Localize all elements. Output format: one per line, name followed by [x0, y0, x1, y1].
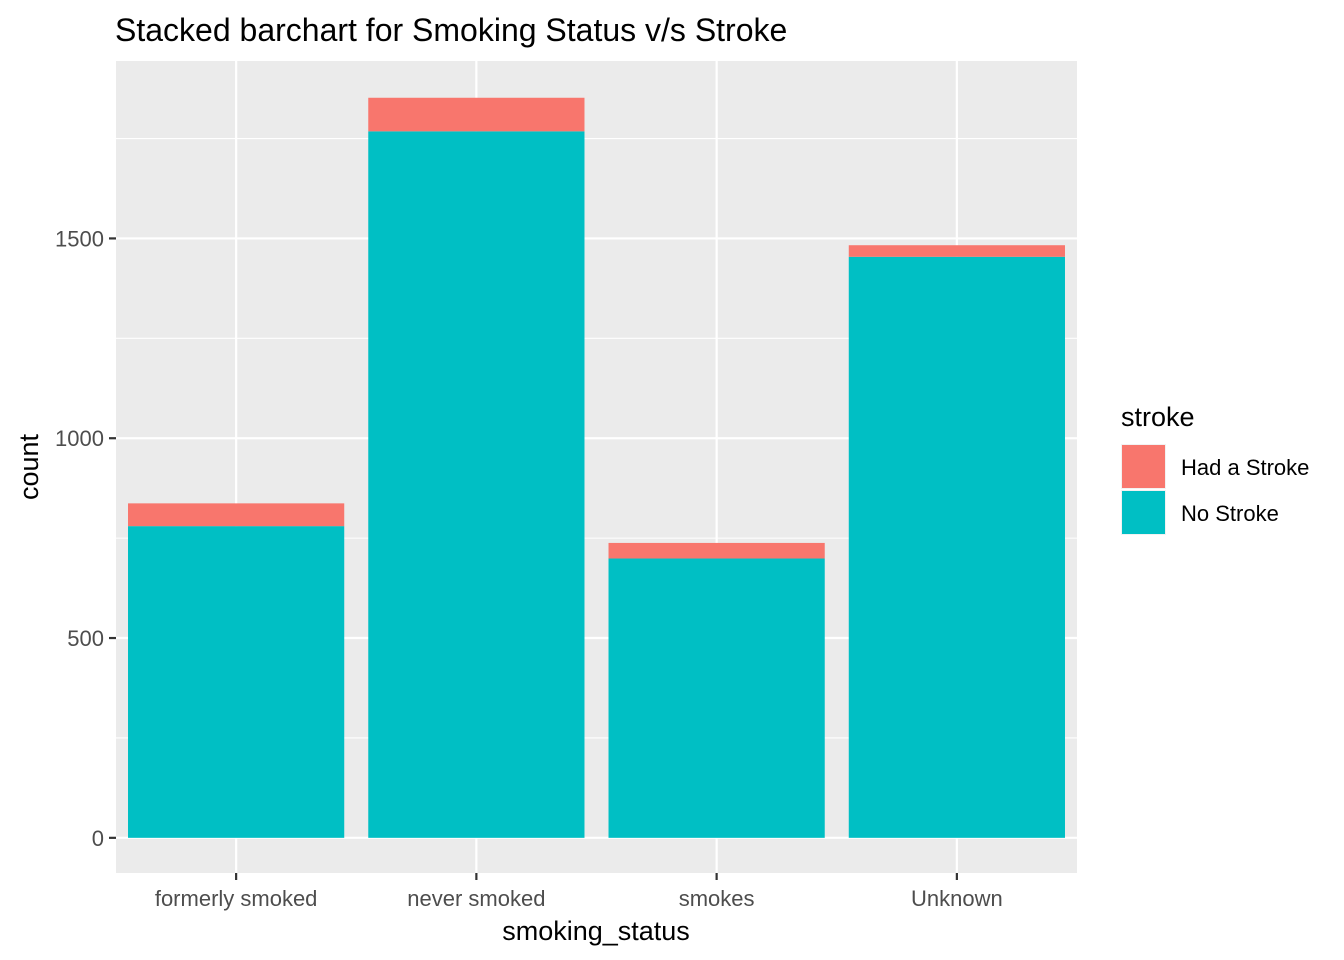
y-axis-title: count: [14, 433, 44, 500]
legend-label: No Stroke: [1181, 501, 1279, 526]
legend-swatch: [1122, 491, 1165, 534]
legend: stroke Had a Stroke No Stroke: [1121, 402, 1309, 535]
bar-had-a-stroke-smokes: [608, 542, 825, 559]
x-axis: formerly smoked never smoked smokes Unknown: [155, 873, 1003, 911]
chart-title: Stacked barchart for Smoking Status v/s …: [115, 12, 787, 48]
bar-no-stroke-never-smoked: [368, 131, 585, 838]
bar-no-stroke-formerly-smoked: [128, 526, 345, 838]
bar-had-a-stroke-never-smoked: [368, 97, 585, 132]
x-tick-label: never smoked: [407, 886, 545, 911]
bar-had-a-stroke-formerly-smoked: [128, 503, 345, 527]
x-tick-label: formerly smoked: [155, 886, 318, 911]
y-tick-label: 1000: [55, 426, 104, 451]
bar-no-stroke-unknown: [848, 256, 1065, 838]
legend-swatch: [1122, 445, 1165, 488]
x-axis-title: smoking_status: [502, 916, 690, 946]
x-tick-label: Unknown: [911, 886, 1003, 911]
bars: [128, 97, 1065, 838]
bar-had-a-stroke-unknown: [848, 245, 1065, 257]
x-tick-label: smokes: [679, 886, 755, 911]
legend-label: Had a Stroke: [1181, 455, 1309, 480]
legend-title: stroke: [1121, 402, 1195, 432]
y-tick-label: 0: [92, 826, 104, 851]
bar-no-stroke-smokes: [608, 558, 825, 838]
y-tick-label: 500: [67, 626, 104, 651]
y-axis: 0 500 1000 1500: [55, 226, 116, 851]
y-tick-label: 1500: [55, 226, 104, 251]
